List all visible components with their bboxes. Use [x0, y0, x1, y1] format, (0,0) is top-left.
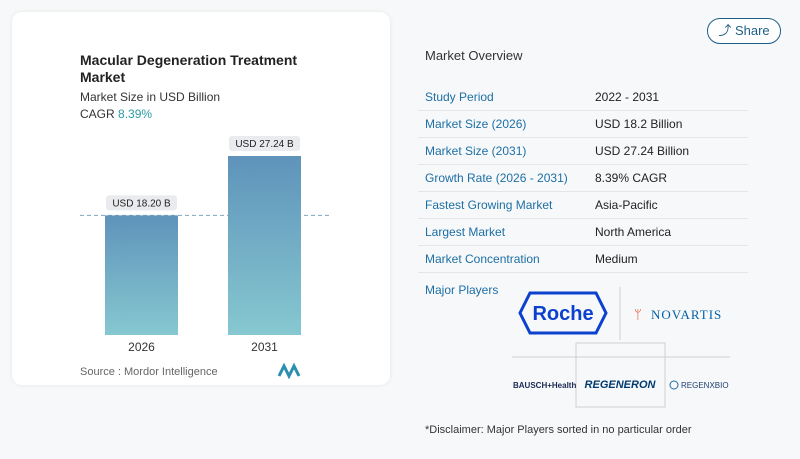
- cagr: CAGR 8.39%: [80, 107, 152, 121]
- source: Source : Mordor Intelligence: [80, 366, 218, 378]
- chart-title: Macular Degeneration Treatment Market: [80, 52, 298, 85]
- share-button[interactable]: ⤴ Share: [707, 18, 781, 44]
- logo: REGENXBIO: [681, 381, 729, 390]
- cagr-label: CAGR: [80, 107, 115, 121]
- logo: Roche: [532, 303, 593, 325]
- value-label-bg: [106, 195, 177, 211]
- overview-row: Market Size (2031) USD 27.24 Billion: [418, 138, 748, 165]
- logo-icon: [669, 380, 679, 390]
- logo: BAUSCH+Health: [513, 381, 576, 390]
- cagr-value: 8.39%: [118, 107, 153, 121]
- row-value: USD 27.24 Billion: [595, 144, 690, 158]
- value-label: USD 18.20 B: [112, 198, 171, 209]
- x-tick-label: 2031: [251, 340, 278, 354]
- watermark: [277, 362, 301, 380]
- logo: NOVARTIS: [651, 307, 722, 322]
- bar-chart: USD 18.20 B 2026 USD 27.24 B 2031: [80, 136, 330, 354]
- row-value: 8.39% CAGR: [595, 171, 668, 185]
- x-tick-label: 2026: [128, 340, 155, 354]
- row-label: Market Size (2031): [425, 144, 527, 158]
- row-label: Market Concentration: [425, 252, 540, 266]
- overview-title: Market Overview: [425, 48, 523, 63]
- value-label: USD 27.24 B: [235, 139, 294, 150]
- logo-grid: [512, 287, 730, 408]
- roche-hex: [518, 291, 608, 335]
- row-value: 2022 - 2031: [595, 90, 660, 104]
- chart-card: [12, 12, 390, 385]
- overview-row: Largest Market North America: [418, 219, 748, 246]
- share-label: Share: [734, 23, 770, 38]
- overview-row: Market Concentration Medium: [418, 246, 748, 273]
- players-title: Major Players: [425, 283, 499, 297]
- row-label: Study Period: [425, 90, 494, 104]
- row-label: Fastest Growing Market: [425, 198, 553, 212]
- overview-row: Study Period 2022 - 2031: [418, 84, 748, 111]
- row-label: Growth Rate (2026 - 2031): [425, 171, 568, 185]
- logo: REGENERON: [585, 379, 657, 391]
- row-value: North America: [595, 225, 672, 239]
- value-label-bg: [229, 136, 300, 151]
- row-value: Medium: [595, 252, 638, 266]
- disclaimer: *Disclaimer: Major Players sorted in no …: [425, 424, 692, 436]
- bar: [228, 156, 301, 335]
- overview-table: Study Period 2022 - 2031 Market Size (2026…: [418, 84, 748, 273]
- row-value: USD 18.2 Billion: [595, 117, 683, 131]
- logo-icon: ᛘ: [634, 307, 642, 322]
- overview-row: Growth Rate (2026 - 2031) 8.39% CAGR: [418, 165, 748, 192]
- row-label: Largest Market: [425, 225, 506, 239]
- row-value: Asia-Pacific: [595, 198, 658, 212]
- bar: [105, 215, 178, 335]
- chart-subtitle: Market Size in USD Billion: [80, 90, 221, 104]
- row-label: Market Size (2026): [425, 117, 527, 131]
- overview-row: Fastest Growing Market Asia-Pacific: [418, 192, 748, 219]
- overview-row: Market Size (2026) USD 18.2 Billion: [418, 111, 748, 138]
